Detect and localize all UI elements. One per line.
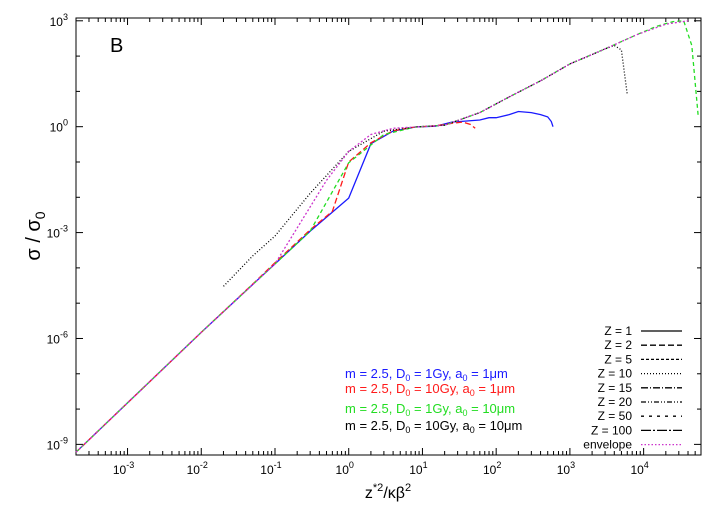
y-tick-label: 10-6 — [47, 329, 68, 346]
x-tick-label: 10-3 — [113, 460, 134, 477]
axis-ticks: 10-3 10-2 10-1 100 101 102 103 104 10-9 10-6 10-3 1… — [47, 12, 702, 477]
x-tick-label: 103 — [557, 460, 575, 477]
x-axis-label: z*2/κβ2 — [365, 482, 411, 502]
plot-area — [75, 17, 702, 456]
legend-label: Z = 20 — [598, 395, 633, 409]
param-set-2: m = 2.5, D0 = 10Gy, a0 = 1μm — [345, 381, 515, 398]
y-axis-label: σ / σ0 — [23, 211, 48, 260]
param-set-1: m = 2.5, D0 = 1Gy, a0 = 1μm — [345, 366, 508, 383]
y-tick-label: 103 — [50, 12, 68, 29]
series-line-4 — [223, 44, 628, 287]
legend-label: Z = 15 — [598, 381, 633, 395]
y-tick-label: 100 — [50, 118, 68, 135]
panel-label: B — [110, 35, 123, 57]
x-tick-label: 10-1 — [260, 460, 281, 477]
x-tick-label: 101 — [409, 460, 427, 477]
x-tick-label: 10-2 — [187, 460, 208, 477]
y-tick-label: 10-3 — [47, 224, 68, 241]
x-tick-label: 100 — [336, 460, 354, 477]
x-tick-label: 102 — [483, 460, 501, 477]
legend-label: Z = 5 — [604, 352, 632, 366]
y-tick-label: 10-9 — [47, 435, 68, 452]
param-set-3: m = 2.5, D0 = 1Gy, a0 = 10μm — [345, 401, 515, 418]
legend-label: Z = 50 — [598, 409, 633, 423]
legend-label: Z = 10 — [598, 367, 633, 381]
parameter-sets: m = 2.5, D0 = 1Gy, a0 = 1μm m = 2.5, D0 … — [345, 366, 522, 435]
legend: Z = 1Z = 2Z = 5Z = 10Z = 15Z = 20Z = 50Z… — [583, 324, 682, 452]
plot-frame — [75, 17, 702, 456]
legend-label: envelope — [583, 438, 632, 452]
legend-label: Z = 1 — [604, 324, 632, 338]
legend-label: Z = 100 — [591, 423, 632, 437]
legend-label: Z = 2 — [604, 338, 632, 352]
series-line-5 — [75, 20, 689, 453]
x-tick-label: 104 — [630, 460, 648, 477]
param-set-4: m = 2.5, D0 = 10Gy, a0 = 10μm — [345, 418, 522, 435]
series-layer — [75, 20, 699, 453]
